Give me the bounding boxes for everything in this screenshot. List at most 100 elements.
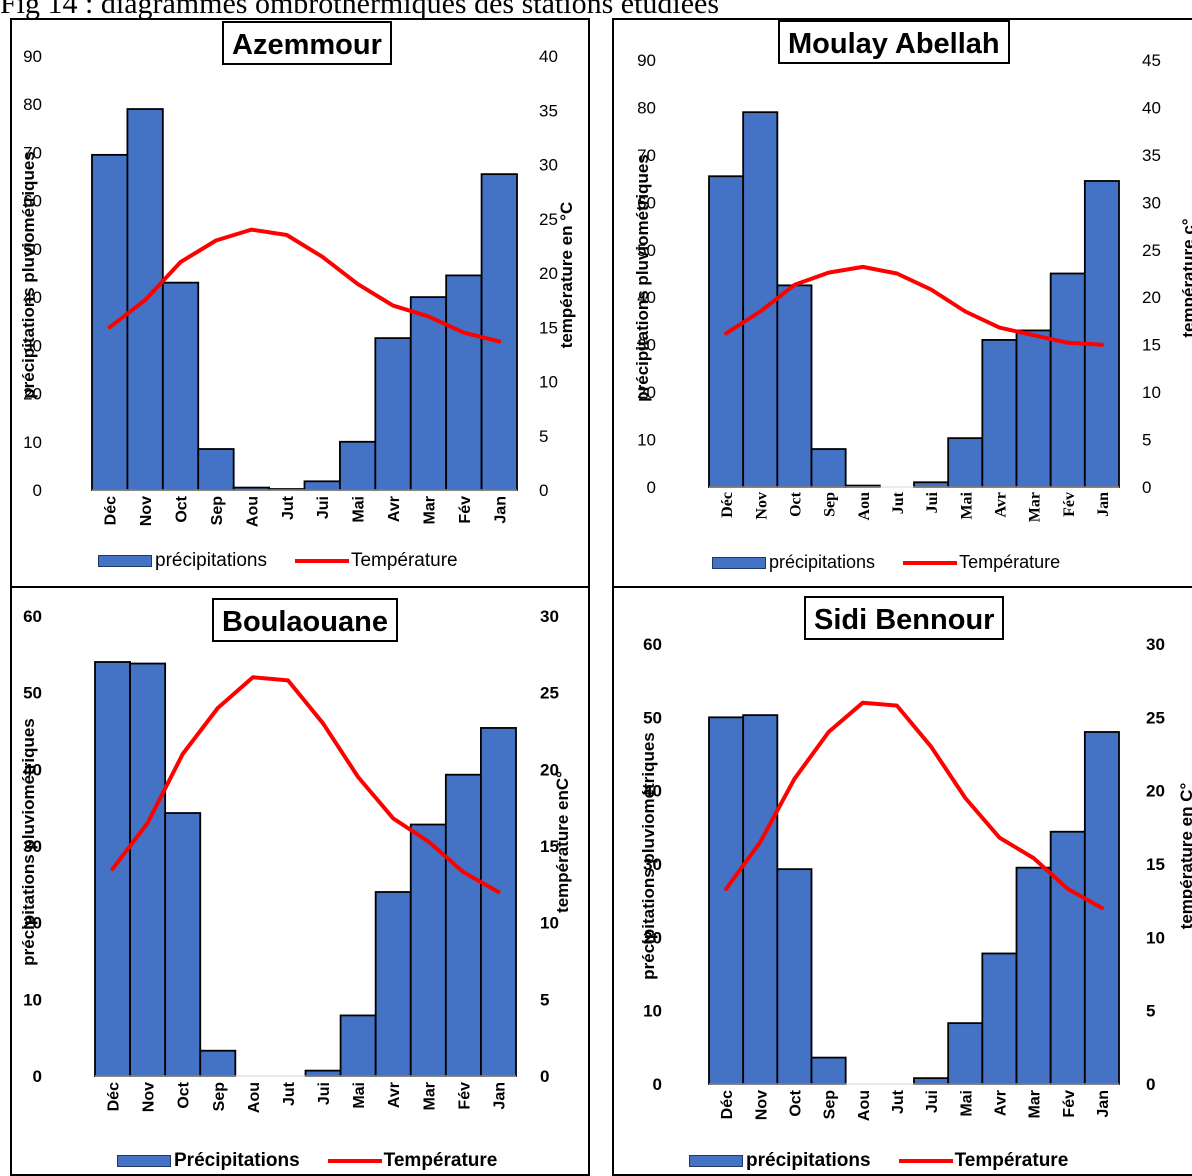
category-tick-label: Nov xyxy=(138,496,155,526)
chart-panel-azemmour: 0 10 20 30 40 50 60 70 80 90 0 5 10 15 20 25 30 35 40 Déc No… xyxy=(10,18,590,588)
precipitation-bar xyxy=(1049,272,1086,488)
y-tick-label: 20 xyxy=(23,385,42,404)
y-tick-label: 90 xyxy=(23,47,42,66)
y2-tick-label: 30 xyxy=(1142,193,1161,212)
y-axis-title: précipitations pluviométriques xyxy=(633,154,652,402)
y2-tick-label: 0 xyxy=(540,1067,549,1086)
category-tick-label: Fév xyxy=(1061,492,1078,517)
precipitation-bar xyxy=(374,891,412,1077)
y-tick-label: 50 xyxy=(637,241,656,260)
y2-tick-label: 15 xyxy=(540,837,559,856)
category-tick-label: Mai xyxy=(351,496,368,523)
chart-title: Moulay Abellah xyxy=(778,20,1010,64)
y2-tick-label: 15 xyxy=(1142,336,1161,355)
precipitation-bar xyxy=(445,274,483,491)
category-tick-label: Jui xyxy=(315,496,332,519)
y-tick-label: 30 xyxy=(643,855,662,874)
y-tick-label: 30 xyxy=(23,837,42,856)
precipitation-bar xyxy=(947,437,984,488)
precipitation-bar xyxy=(303,480,341,491)
y2-tick-label: 10 xyxy=(540,914,559,933)
category-tick-label: Avr xyxy=(386,1082,403,1108)
y2-tick-label: 5 xyxy=(1146,1002,1155,1021)
y2-tick-label: 20 xyxy=(539,264,558,283)
legend-label: précipitations xyxy=(769,552,876,572)
precipitation-bar xyxy=(339,440,377,491)
category-tick-label: Aou xyxy=(856,1090,873,1121)
category-tick-label: Jan xyxy=(1095,1090,1112,1118)
precipitation-bar xyxy=(708,716,745,1085)
chart-panel-moulay-abellah: 0 10 20 30 40 50 60 70 80 90 0 5 10 15 20 25 30 35 40 45 Déc… xyxy=(612,18,1192,588)
precipitation-bar xyxy=(409,823,447,1077)
precipitation-bar xyxy=(480,173,518,491)
y-tick-label: 70 xyxy=(23,143,42,162)
category-tick-label: Jan xyxy=(491,1082,508,1110)
category-tick-label: Avr xyxy=(992,492,1009,517)
chart-legend: précipitations Température xyxy=(712,552,1060,573)
y2-tick-label: 15 xyxy=(1146,855,1165,874)
chart-legend: précipitations Température xyxy=(689,1150,1068,1172)
category-tick-label: Sep xyxy=(209,496,226,526)
category-tick-label: Jan xyxy=(492,496,509,524)
precipitation-bar xyxy=(444,773,482,1077)
figure-caption: Fig 14 : diagrammes ombrothermiques des … xyxy=(0,0,720,20)
y2-tick-label: 30 xyxy=(540,607,559,626)
category-tick-label: Avr xyxy=(992,1090,1009,1116)
temperature-line xyxy=(107,227,502,344)
chart-title: Sidi Bennour xyxy=(804,596,1005,640)
category-tick-label: Jan xyxy=(1095,492,1112,517)
category-tick-label: Mar xyxy=(1027,492,1044,522)
chart-title: Azemmour xyxy=(222,21,392,65)
y-tick-label: 60 xyxy=(643,635,662,654)
precipitation-bar xyxy=(981,952,1018,1085)
y-tick-label: 70 xyxy=(637,146,656,165)
legend-line-swatch xyxy=(327,1159,382,1163)
temperature-line xyxy=(724,700,1104,910)
y2-tick-label: 5 xyxy=(1142,431,1151,450)
category-tick-label: Mar xyxy=(421,1082,438,1110)
precipitation-bar xyxy=(742,111,779,488)
precipitation-bar xyxy=(810,1056,847,1085)
y-tick-label: 60 xyxy=(23,192,42,211)
temperature-line xyxy=(110,675,501,894)
y2-tick-label: 20 xyxy=(1142,288,1161,307)
category-tick-label: Jui xyxy=(316,1082,333,1105)
y2-tick-label: 25 xyxy=(539,210,558,229)
category-tick-label: Aou xyxy=(856,492,873,521)
y2-tick-label: 35 xyxy=(539,101,558,120)
precipitation-bar xyxy=(810,448,847,488)
precipitation-bar xyxy=(1083,180,1120,488)
y-tick-label: 40 xyxy=(643,782,662,801)
precipitation-bar xyxy=(1049,830,1086,1085)
category-tick-label: Oct xyxy=(176,1081,193,1108)
y-tick-label: 0 xyxy=(33,1067,42,1086)
y-tick-label: 10 xyxy=(23,990,42,1009)
y-tick-label: 20 xyxy=(637,383,656,402)
y-tick-label: 90 xyxy=(637,51,656,70)
y-tick-label: 10 xyxy=(643,1002,662,1021)
category-tick-label: Jut xyxy=(890,491,907,514)
category-tick-label: Fév xyxy=(456,1082,473,1110)
y2-axis-title: température en C° xyxy=(1177,782,1192,929)
precipitation-bar xyxy=(339,1014,377,1077)
y-tick-label: 20 xyxy=(643,928,662,947)
y2-tick-label: 0 xyxy=(1142,478,1151,497)
legend-label: Température xyxy=(383,1150,498,1171)
y2-tick-label: 20 xyxy=(1146,782,1165,801)
chart-plot-moulay-abellah: 0 10 20 30 40 50 60 70 80 90 0 5 10 15 20 25 30 35 40 45 Déc… xyxy=(633,51,1192,522)
precipitation-bar xyxy=(776,868,813,1085)
category-tick-label: Déc xyxy=(106,1082,123,1111)
y-axis-title: précipitations pluviométriques xyxy=(639,732,658,980)
y-tick-label: 50 xyxy=(643,708,662,727)
y2-tick-label: 0 xyxy=(539,481,548,500)
chart-legend: précipitations Température xyxy=(98,550,458,572)
legend-label: Température xyxy=(350,550,458,571)
category-tick-label: Jui xyxy=(924,491,941,513)
y-axis-title: précipitations pluviométriques xyxy=(19,151,38,399)
category-tick-label: Jut xyxy=(890,1089,907,1114)
category-tick-label: Sep xyxy=(211,1082,228,1112)
temperature-line xyxy=(724,264,1104,347)
category-tick-label: Jut xyxy=(281,1081,298,1106)
y2-tick-label: 10 xyxy=(1142,383,1161,402)
y-tick-label: 40 xyxy=(637,288,656,307)
